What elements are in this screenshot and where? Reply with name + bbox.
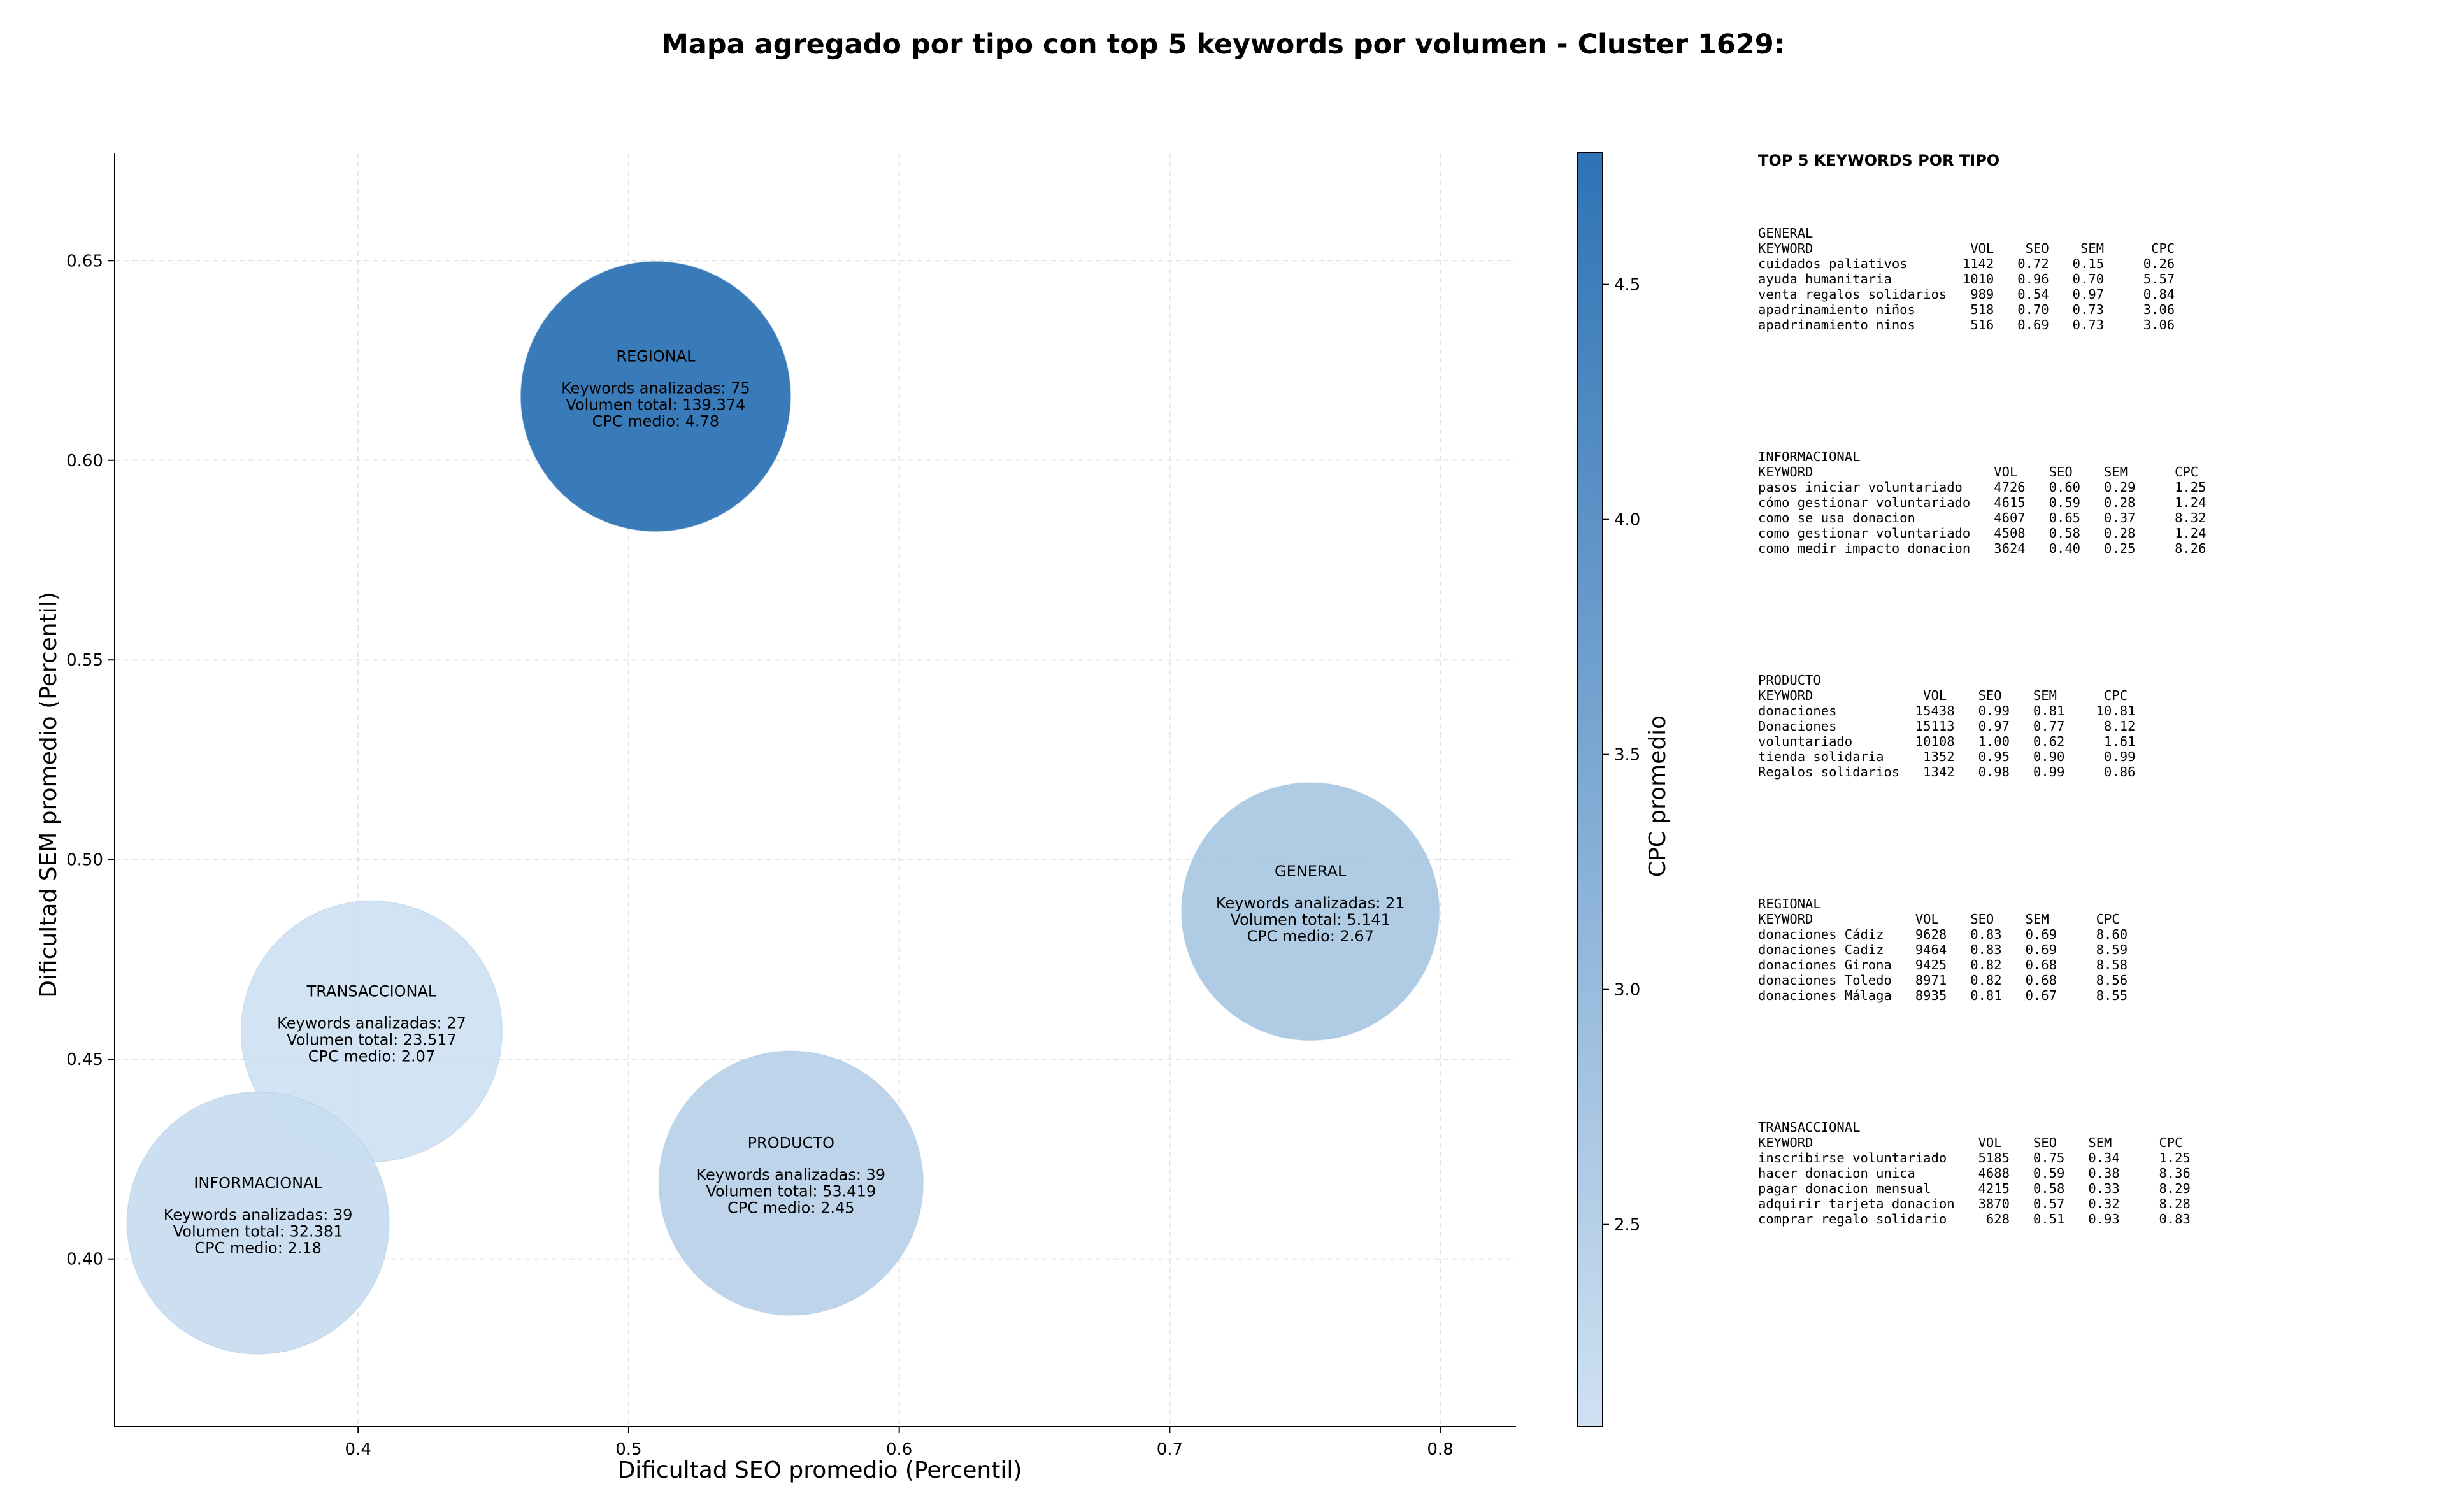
panel-keyword-row: Regalos solidarios 1342 0.98 0.99 0.86	[1758, 764, 2135, 780]
bubble-informacional: INFORMACIONAL Keywords analizadas: 39Volu…	[126, 1091, 390, 1355]
y-tick-label: 0.45	[66, 1050, 103, 1069]
bubble-cpc-label: CPC medio: 2.67	[1247, 927, 1374, 945]
colorbar-tick-label: 4.0	[1614, 511, 1640, 530]
x-tick-label: 0.5	[615, 1440, 641, 1459]
chart-title: Mapa agregado por tipo con top 5 keyword…	[661, 29, 1785, 61]
colorbar-tick-label: 2.5	[1614, 1216, 1640, 1235]
bubble-type-label: REGIONAL	[616, 347, 696, 365]
panel-keyword-row: como gestionar voluntariado 4508 0.58 0.…	[1758, 525, 2206, 541]
panel-keyword-row: apadrinamiento niños 518 0.70 0.73 3.06	[1758, 302, 2175, 317]
bubble-type-label: GENERAL	[1275, 862, 1347, 880]
bubble-cpc-label: CPC medio: 2.18	[194, 1239, 322, 1257]
bubble-transaccional: TRANSACCIONAL Keywords analizadas: 27Volu…	[240, 900, 503, 1162]
panel-keyword-row: voluntariado 10108 1.00 0.62 1.61	[1758, 734, 2135, 749]
x-tick-label: 0.6	[886, 1440, 912, 1459]
bubble-type-label: INFORMACIONAL	[194, 1174, 322, 1192]
panel-keyword-row: donaciones Cádiz 9628 0.83 0.69 8.60	[1758, 927, 2128, 942]
bubble-cpc-label: CPC medio: 4.78	[592, 412, 720, 430]
top-keywords-panel-title: TOP 5 KEYWORDS POR TIPO	[1758, 152, 1999, 169]
colorbar-tick-label: 3.0	[1614, 981, 1640, 1000]
colorbar-gradient	[1577, 152, 1603, 1427]
panel-keyword-row: cómo gestionar voluntariado 4615 0.59 0.…	[1758, 495, 2206, 510]
panel-keyword-row: comprar regalo solidario 628 0.51 0.93 0…	[1758, 1211, 2191, 1227]
panel-section-header-row: KEYWORD VOL SEO SEM CPC	[1758, 241, 2175, 256]
x-tick-label: 0.4	[345, 1440, 371, 1459]
panel-section-header-row: KEYWORD VOL SEO SEM CPC	[1758, 911, 2120, 927]
bubble-keywords-label: Keywords analizadas: 75	[561, 379, 750, 397]
panel-section-type: INFORMACIONAL	[1758, 449, 1860, 464]
bubble-circle	[658, 1050, 924, 1316]
panel-keyword-row: inscribirse voluntariado 5185 0.75 0.34 …	[1758, 1150, 2191, 1166]
y-axis-label: Dificultad SEM promedio (Percentil)	[36, 592, 62, 998]
panel-keyword-row: hacer donacion unica 4688 0.59 0.38 8.36	[1758, 1166, 2191, 1181]
panel-keyword-row: pasos iniciar voluntariado 4726 0.60 0.2…	[1758, 480, 2206, 495]
colorbar-tick-label: 3.5	[1614, 746, 1640, 765]
panel-keyword-row: cuidados paliativos 1142 0.72 0.15 0.26	[1758, 256, 2175, 271]
y-tick-label: 0.50	[66, 851, 103, 870]
y-tick-label: 0.55	[66, 651, 103, 670]
x-axis-label: Dificultad SEO promedio (Percentil)	[618, 1457, 1022, 1483]
panel-keyword-row: pagar donacion mensual 4215 0.58 0.33 8.…	[1758, 1181, 2191, 1196]
panel-keyword-row: ayuda humanitaria 1010 0.96 0.70 5.57	[1758, 271, 2175, 287]
y-tick-label: 0.65	[66, 252, 103, 271]
panel-keyword-row: donaciones Málaga 8935 0.81 0.67 8.55	[1758, 988, 2128, 1003]
x-tick-label: 0.8	[1427, 1440, 1453, 1459]
panel-keyword-row: donaciones Cadiz 9464 0.83 0.69 8.59	[1758, 942, 2128, 957]
bubble-keywords-label: Keywords analizadas: 21	[1216, 894, 1405, 912]
bubble-keywords-label: Keywords analizadas: 39	[164, 1206, 353, 1223]
panel-section-type: GENERAL	[1758, 225, 1813, 241]
panel-section-header-row: KEYWORD VOL SEO SEM CPC	[1758, 464, 2198, 480]
y-tick-label: 0.40	[66, 1250, 103, 1269]
x-tick-label: 0.7	[1157, 1440, 1183, 1459]
bubble-volume-label: Volumen total: 32.381	[173, 1222, 343, 1240]
panel-keyword-row: donaciones Girona 9425 0.82 0.68 8.58	[1758, 957, 2128, 973]
colorbar: 2.5 3.0 3.5 4.0 4.5	[1577, 152, 1640, 1427]
colorbar-label: CPC promedio	[1645, 715, 1671, 877]
bubble-volume-label: Volumen total: 53.419	[706, 1183, 876, 1201]
bubble-type-label: TRANSACCIONAL	[306, 982, 437, 1000]
bubble-volume-label: Volumen total: 139.374	[566, 396, 745, 413]
panel-section-type: REGIONAL	[1758, 896, 1821, 911]
bubble-circle	[126, 1091, 390, 1355]
panel-section-header-row: KEYWORD VOL SEO SEM CPC	[1758, 1135, 2182, 1150]
panel-section-type: PRODUCTO	[1758, 673, 1821, 688]
bubble-type-label: PRODUCTO	[748, 1134, 834, 1152]
panel-keyword-row: apadrinamiento ninos 516 0.69 0.73 3.06	[1758, 317, 2175, 332]
panel-keyword-row: tienda solidaria 1352 0.95 0.90 0.99	[1758, 749, 2135, 764]
bubble-cpc-label: CPC medio: 2.45	[727, 1199, 855, 1217]
bubble-circle	[1181, 782, 1440, 1041]
bubble-volume-label: Volumen total: 23.517	[287, 1031, 457, 1048]
panel-keyword-row: adquirir tarjeta donacion 3870 0.57 0.32…	[1758, 1196, 2191, 1211]
bubble-circle	[520, 260, 792, 532]
panel-keyword-row: donaciones Toledo 8971 0.82 0.68 8.56	[1758, 973, 2128, 988]
bubble-volume-label: Volumen total: 5.141	[1231, 911, 1391, 929]
bubble-cpc-label: CPC medio: 2.07	[308, 1047, 436, 1065]
panel-section-type: TRANSACCIONAL	[1758, 1120, 1860, 1135]
bubble-keywords-label: Keywords analizadas: 27	[277, 1014, 466, 1032]
bubble-keywords-label: Keywords analizadas: 39	[696, 1166, 885, 1184]
colorbar-tick-label: 4.5	[1614, 276, 1640, 295]
panel-keyword-row: donaciones 15438 0.99 0.81 10.81	[1758, 703, 2135, 718]
panel-keyword-row: venta regalos solidarios 989 0.54 0.97 0…	[1758, 287, 2175, 302]
axes: 0.4 0.5 0.6 0.7 0.8 0.40 0.45 0.50 0.55 0.60 0.65	[66, 153, 1516, 1459]
panel-keyword-row: como se usa donacion 4607 0.65 0.37 8.32	[1758, 510, 2206, 525]
y-tick-label: 0.60	[66, 452, 103, 471]
panel-keyword-row: Donaciones 15113 0.97 0.77 8.12	[1758, 718, 2135, 734]
panel-section-header-row: KEYWORD VOL SEO SEM CPC	[1758, 688, 2128, 703]
panel-keyword-row: como medir impacto donacion 3624 0.40 0.…	[1758, 541, 2206, 556]
